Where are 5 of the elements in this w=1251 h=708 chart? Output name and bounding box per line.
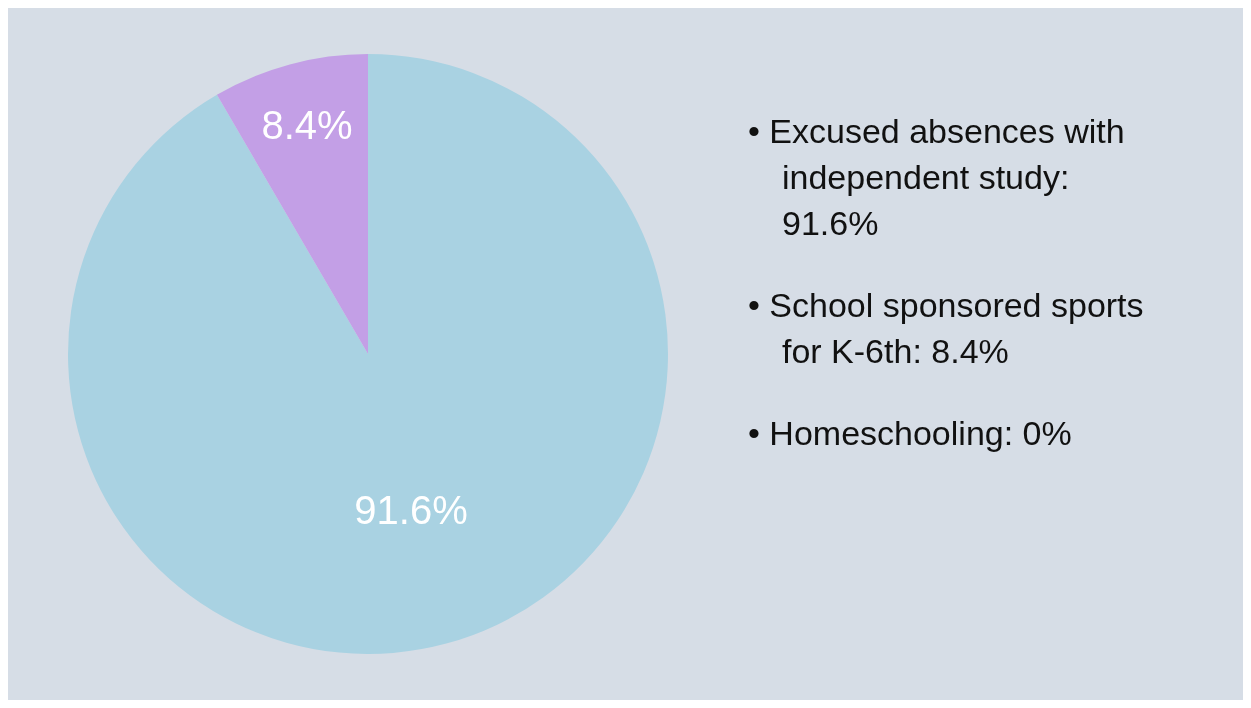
text: • Excused absences with independent study: 91.6%: [748, 111, 1126, 244]
text: • School sponsored sports for K-6th: 8.4%: [748, 285, 1145, 372]
text: • Homeschooling: 0%: [748, 413, 1073, 454]
data-label: 8.4%: [261, 103, 353, 148]
data-label: 91.6%: [354, 488, 468, 533]
